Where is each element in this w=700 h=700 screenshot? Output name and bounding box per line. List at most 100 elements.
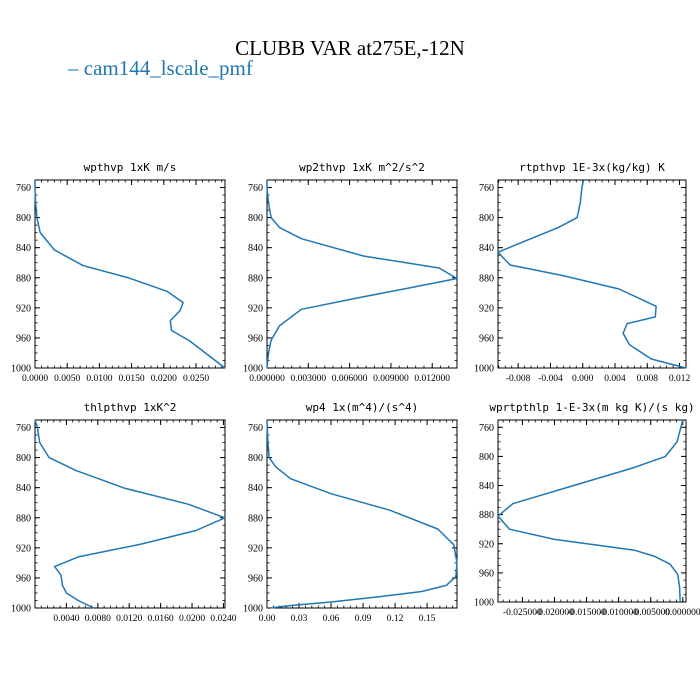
- y-tick-label: 960: [479, 333, 494, 344]
- legend: – cam144_lscale_pmf: [68, 56, 253, 81]
- chart-panel-5: wp4 1x(m^4)/(s^4)76080084088092096010000…: [243, 401, 458, 624]
- x-tick-label: -0.008: [506, 374, 531, 384]
- plot-frame: [266, 179, 458, 369]
- y-tick-label: 800: [479, 213, 494, 224]
- y-tick-label: 920: [479, 539, 494, 550]
- y-tick-label: 960: [479, 568, 494, 579]
- chart-title: wprtpthlp 1-E-3x(m kg K)/(s kg): [489, 401, 694, 414]
- x-tick-label: 0.0040: [53, 614, 79, 624]
- y-tick-label: 760: [248, 423, 263, 434]
- x-tick-label: 0.0150: [119, 374, 145, 384]
- x-tick-label: 0.012000: [414, 374, 450, 384]
- plot-frame: [497, 179, 687, 369]
- y-tick-label: 880: [479, 510, 494, 521]
- y-tick-label: 760: [479, 423, 494, 434]
- y-tick-label: 760: [479, 183, 494, 194]
- x-tick-label: 0.006000: [332, 374, 368, 384]
- chart-title: wp4 1x(m^4)/(s^4): [306, 401, 419, 414]
- chart-title: wp2thvp 1xK m^2/s^2: [299, 161, 425, 174]
- y-tick-label: 960: [16, 573, 31, 584]
- y-tick-label: 1000: [243, 364, 263, 375]
- y-tick-label: 840: [248, 243, 263, 254]
- series-line: [497, 179, 687, 369]
- y-tick-label: 880: [16, 273, 31, 284]
- y-tick-label: 1000: [474, 364, 494, 375]
- y-tick-label: 800: [248, 453, 263, 464]
- chart-panel-4: thlpthvp 1xK^2 760 800 840 880 920 960 1000 0.00…: [11, 401, 237, 624]
- y-tick-label: 960: [248, 333, 263, 344]
- figure-title: CLUBB VAR at275E,-12N: [235, 36, 465, 60]
- series-line: [34, 180, 226, 369]
- x-tick-label: -0.005000: [631, 608, 670, 618]
- chart-panel-1: wpthvp 1xK m/s76080084088092096010000.00…: [11, 161, 226, 384]
- x-tick-label: 0.09: [355, 614, 372, 624]
- x-tick-label: 0.0250: [183, 374, 209, 384]
- chart-panel-2: wp2thvp 1xK m^2/s^2 760 800 840 880 920 960 100…: [243, 161, 458, 384]
- y-tick-label: 800: [248, 213, 263, 224]
- series-line: [497, 419, 684, 603]
- x-tick-label: 0.0160: [148, 614, 174, 624]
- y-tick-label: 840: [248, 483, 263, 494]
- y-tick-label: 840: [479, 481, 494, 492]
- x-tick-label: 0.0050: [54, 374, 80, 384]
- x-tick-label: 0.15: [419, 614, 436, 624]
- x-tick-label: 0.009000: [373, 374, 409, 384]
- plot-frame: [266, 419, 458, 609]
- y-tick-label: 920: [248, 543, 263, 554]
- x-tick-label: 0.0000: [22, 374, 48, 384]
- x-tick-label: 0.012: [669, 374, 691, 384]
- y-tick-label: 760: [16, 423, 31, 434]
- y-tick-label: 1000: [243, 604, 263, 615]
- y-tick-label: 960: [248, 573, 263, 584]
- y-tick-label: 840: [16, 243, 31, 254]
- y-tick-label: 760: [16, 183, 31, 194]
- plot-frame: [34, 179, 226, 369]
- y-tick-label: 1000: [11, 364, 31, 375]
- x-tick-label: -0.025000: [503, 608, 542, 618]
- y-tick-label: 800: [16, 213, 31, 224]
- legend-label: cam144_lscale_pmf: [83, 56, 253, 80]
- x-tick-label: 0.03: [291, 614, 308, 624]
- y-tick-label: 840: [16, 483, 31, 494]
- y-tick-label: 920: [479, 303, 494, 314]
- x-tick-label: 0.06: [323, 614, 340, 624]
- x-tick-label: 0.008: [637, 374, 659, 384]
- x-tick-label: 0.003000: [290, 374, 326, 384]
- chart-panel-6: wprtpthlp 1-E-3x(m kg K)/(s kg) 760 800 840…: [474, 401, 700, 618]
- y-tick-label: 960: [16, 333, 31, 344]
- y-tick-label: 760: [248, 183, 263, 194]
- plot-frame: [34, 419, 226, 609]
- x-tick-label: 0.0120: [116, 614, 142, 624]
- x-tick-label: 0.000000: [665, 608, 700, 618]
- chart-panel-3: rtpthvp 1E-3x(kg/kg) K 760 800 840 880 920 960…: [474, 161, 690, 384]
- y-tick-label: 840: [479, 243, 494, 254]
- x-tick-label: 0.00: [259, 614, 276, 624]
- y-tick-label: 800: [16, 453, 31, 464]
- x-tick-label: 0.12: [387, 614, 404, 624]
- y-tick-label: 1000: [11, 604, 31, 615]
- y-tick-label: 880: [16, 513, 31, 524]
- x-tick-label: 0.0080: [85, 614, 111, 624]
- y-tick-label: 920: [248, 303, 263, 314]
- series-line: [266, 419, 458, 609]
- x-tick-label: -0.015000: [567, 608, 606, 618]
- x-tick-label: -0.010000: [599, 608, 638, 618]
- x-tick-label: -0.020000: [535, 608, 574, 618]
- x-tick-label: 0.004: [604, 374, 626, 384]
- y-tick-label: 1000: [474, 598, 494, 609]
- y-tick-label: 920: [16, 543, 31, 554]
- x-tick-label: 0.000: [572, 374, 594, 384]
- y-tick-label: 880: [479, 273, 494, 284]
- x-tick-label: 0.0240: [210, 614, 236, 624]
- series-line: [266, 180, 458, 369]
- x-tick-label: 0.0100: [86, 374, 112, 384]
- y-tick-label: 920: [16, 303, 31, 314]
- chart-title: thlpthvp 1xK^2: [84, 401, 177, 414]
- legend-marker: –: [68, 56, 79, 80]
- plot-frame: [497, 419, 687, 603]
- x-tick-label: 0.0200: [179, 614, 205, 624]
- x-tick-label: -0.004: [538, 374, 563, 384]
- y-tick-label: 880: [248, 273, 263, 284]
